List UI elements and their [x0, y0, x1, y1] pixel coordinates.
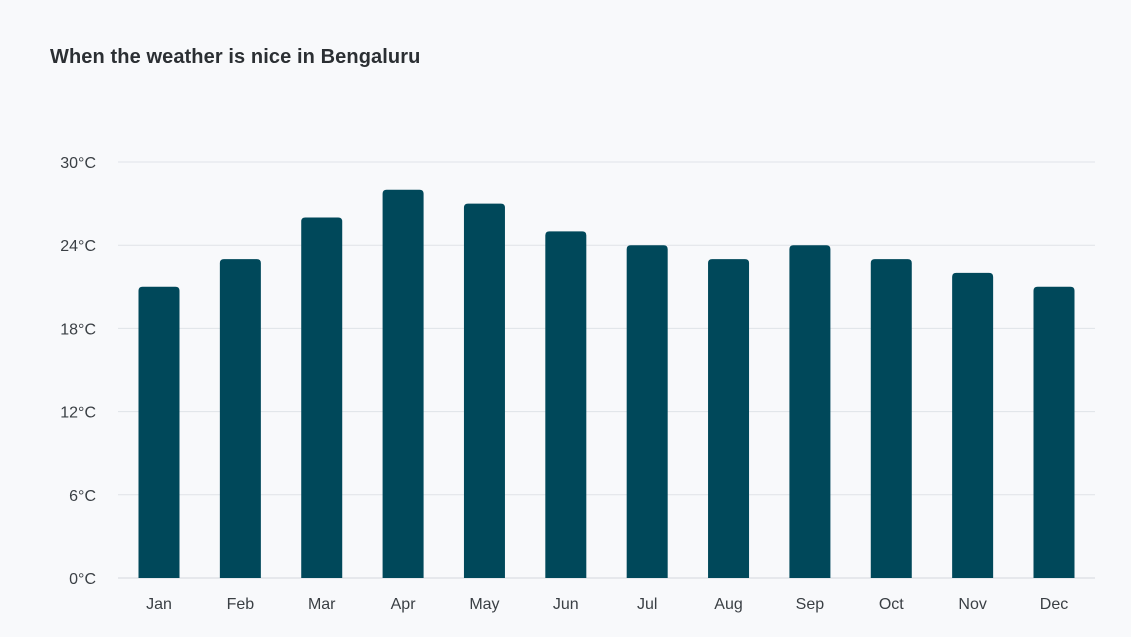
- y-axis-ticks: 0°C 6°C 12°C 18°C 24°C 30°C: [60, 155, 96, 588]
- y-tick-label: 6°C: [69, 488, 96, 505]
- bar-oct[interactable]: [870, 259, 912, 578]
- bar-jan[interactable]: [138, 286, 180, 578]
- x-tick-label: Feb: [227, 596, 255, 613]
- bar-may[interactable]: [463, 203, 505, 578]
- x-tick-label: Dec: [1040, 596, 1068, 613]
- bar-apr[interactable]: [382, 189, 424, 578]
- bar-feb[interactable]: [219, 259, 261, 578]
- x-tick-label: Apr: [391, 596, 417, 613]
- x-tick-label: Aug: [714, 596, 742, 613]
- x-tick-label: Jan: [146, 596, 172, 613]
- x-tick-label: May: [469, 596, 499, 613]
- bar-mar[interactable]: [301, 217, 343, 578]
- x-tick-label: Jul: [637, 596, 657, 613]
- x-tick-label: Jun: [553, 596, 579, 613]
- x-axis-labels: Jan Feb Mar Apr May Jun Jul Aug Sep Oct Nov Dec: [146, 596, 1068, 613]
- bar-nov[interactable]: [952, 272, 994, 578]
- x-tick-label: Nov: [958, 596, 986, 613]
- y-tick-label: 30°C: [60, 155, 96, 172]
- bar-aug[interactable]: [708, 259, 750, 578]
- bar-jun[interactable]: [545, 231, 587, 579]
- bar-sep[interactable]: [789, 245, 831, 578]
- y-tick-label: 24°C: [60, 238, 96, 255]
- y-tick-label: 18°C: [60, 321, 96, 338]
- chart-title: When the weather is nice in Bengaluru: [50, 46, 421, 68]
- x-tick-label: Oct: [879, 596, 904, 613]
- gridlines: [118, 161, 1095, 579]
- y-tick-label: 0°C: [69, 571, 96, 588]
- bar-dec[interactable]: [1033, 286, 1075, 578]
- bars: [138, 189, 1075, 579]
- y-tick-label: 12°C: [60, 405, 96, 422]
- x-tick-label: Sep: [796, 596, 825, 613]
- x-tick-label: Mar: [308, 596, 336, 613]
- bar-jul[interactable]: [626, 245, 668, 578]
